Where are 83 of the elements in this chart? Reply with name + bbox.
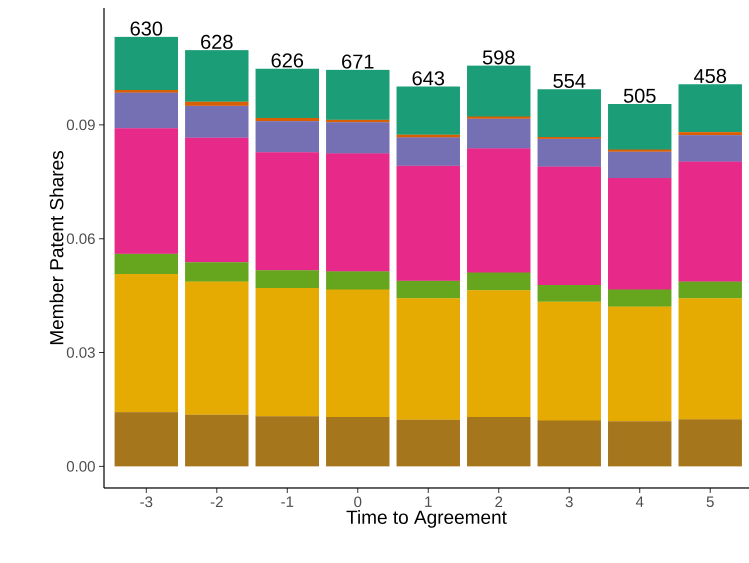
bar — [538, 302, 601, 420]
bar — [185, 262, 249, 282]
bar — [185, 138, 249, 262]
bar — [467, 118, 530, 148]
bar — [678, 84, 742, 132]
bar — [538, 89, 601, 138]
bar — [678, 419, 742, 466]
bar — [467, 417, 530, 466]
annotation: 626 — [272, 53, 304, 68]
annotation: 458 — [694, 68, 726, 84]
x-tick-label: 5 — [706, 496, 714, 507]
bar — [256, 121, 319, 152]
bar — [114, 412, 178, 466]
bar — [396, 280, 460, 298]
bar — [538, 138, 601, 167]
bar — [608, 152, 672, 178]
bar — [326, 271, 390, 290]
bar — [467, 148, 530, 272]
bar — [608, 178, 672, 290]
bar — [185, 106, 249, 138]
bar — [256, 416, 319, 466]
bar — [396, 166, 460, 281]
bar — [185, 282, 249, 415]
bar — [396, 86, 460, 135]
bar — [326, 122, 390, 154]
bar — [678, 132, 742, 136]
bar — [114, 128, 178, 254]
bar — [467, 66, 530, 117]
annotation: 630 — [130, 21, 162, 36]
bar — [114, 90, 178, 93]
bar — [608, 290, 672, 307]
bar — [256, 118, 319, 122]
bar — [185, 414, 249, 466]
bar — [678, 298, 742, 420]
x-tick-label: 2 — [495, 496, 502, 508]
bar — [467, 272, 530, 290]
bar — [538, 284, 601, 302]
annotation: 598 — [482, 50, 515, 64]
y-tick-label: 0.09 — [66, 120, 95, 130]
bar — [396, 137, 460, 166]
annotation: 554 — [553, 74, 586, 88]
x-tick-label: -1 — [281, 496, 294, 507]
bar — [538, 166, 601, 285]
bar — [185, 102, 249, 106]
y-tick-label: 0.06 — [66, 233, 95, 244]
bar — [114, 36, 178, 90]
bar — [467, 290, 530, 418]
x-tick-label: 0 — [354, 496, 362, 508]
bar — [678, 162, 742, 282]
bar — [326, 290, 390, 418]
y-tick-label: 0.03 — [66, 347, 95, 358]
bar — [114, 92, 178, 128]
bar — [396, 298, 460, 420]
x-tick-label: -2 — [210, 496, 223, 508]
bar — [185, 50, 249, 102]
bar — [538, 420, 601, 466]
annotation: 628 — [201, 34, 233, 49]
annotation: 671 — [342, 54, 374, 69]
x-tick-label: 1 — [425, 496, 432, 507]
bar — [678, 135, 742, 162]
bar — [396, 420, 460, 466]
bar — [326, 153, 390, 272]
bar — [396, 134, 460, 138]
bar — [114, 274, 178, 412]
y-axis-title: Member Patent Shares — [49, 151, 64, 344]
bar — [256, 270, 319, 288]
x-tick-label: 4 — [636, 496, 644, 507]
annotation: 643 — [412, 71, 444, 86]
x-tick-label: 3 — [566, 496, 573, 508]
annotation: 505 — [624, 88, 656, 103]
bar — [256, 152, 319, 270]
x-axis-title: Time to Agreement — [346, 510, 507, 528]
bar — [678, 282, 742, 298]
bar — [326, 417, 390, 466]
bar — [608, 104, 672, 150]
bar — [608, 421, 672, 466]
bar — [114, 254, 178, 274]
x-tick-label: -3 — [140, 496, 152, 508]
bar — [256, 288, 319, 416]
bar — [256, 68, 319, 118]
y-tick-label: 0.00 — [66, 461, 95, 472]
bar — [326, 70, 390, 120]
bar — [608, 306, 672, 422]
